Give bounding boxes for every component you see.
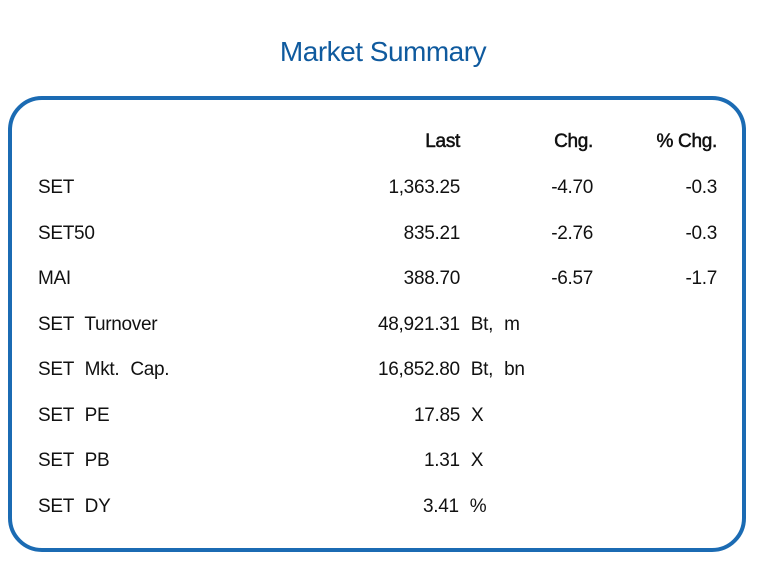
column-header-chg: Chg. — [554, 131, 594, 153]
stat-label-pb: SET PB — [38, 450, 110, 471]
stat-label-mkt-cap: SET Mkt. Cap. — [38, 359, 170, 380]
stat-value-dy: 3.41 % — [423, 496, 487, 517]
column-header-last: Last — [425, 131, 461, 153]
stat-label-turnover: SET Turnover — [38, 314, 158, 335]
index-name-mai: MAI — [38, 268, 71, 289]
index-chg-set50: -2.76 — [551, 223, 593, 244]
index-name-set: SET — [38, 177, 75, 198]
column-header-pct-chg: % Chg. — [656, 131, 717, 153]
index-pct-set50: -0.3 — [685, 223, 717, 244]
index-chg-set: -4.70 — [551, 177, 593, 198]
index-last-set: 1,363.25 — [388, 177, 460, 198]
index-pct-set: -0.3 — [685, 177, 717, 198]
index-name-set50: SET50 — [38, 223, 95, 244]
index-pct-mai: -1.7 — [685, 268, 717, 289]
page-title: Market Summary — [279, 36, 487, 67]
stat-label-pe: SET PE — [38, 405, 110, 426]
index-last-set50: 835.21 — [403, 223, 461, 244]
stat-value-mkt-cap: 16,852.80 Bt, bn — [378, 359, 525, 380]
stat-value-pe: 17.85 X — [414, 405, 484, 426]
stat-label-dy: SET DY — [38, 496, 111, 517]
stat-value-turnover: 48,921.31 Bt, m — [378, 314, 520, 335]
index-last-mai: 388.70 — [403, 268, 461, 289]
market-summary-panel — [8, 96, 746, 552]
index-chg-mai: -6.57 — [551, 268, 593, 289]
stat-value-pb: 1.31 X — [424, 450, 484, 471]
